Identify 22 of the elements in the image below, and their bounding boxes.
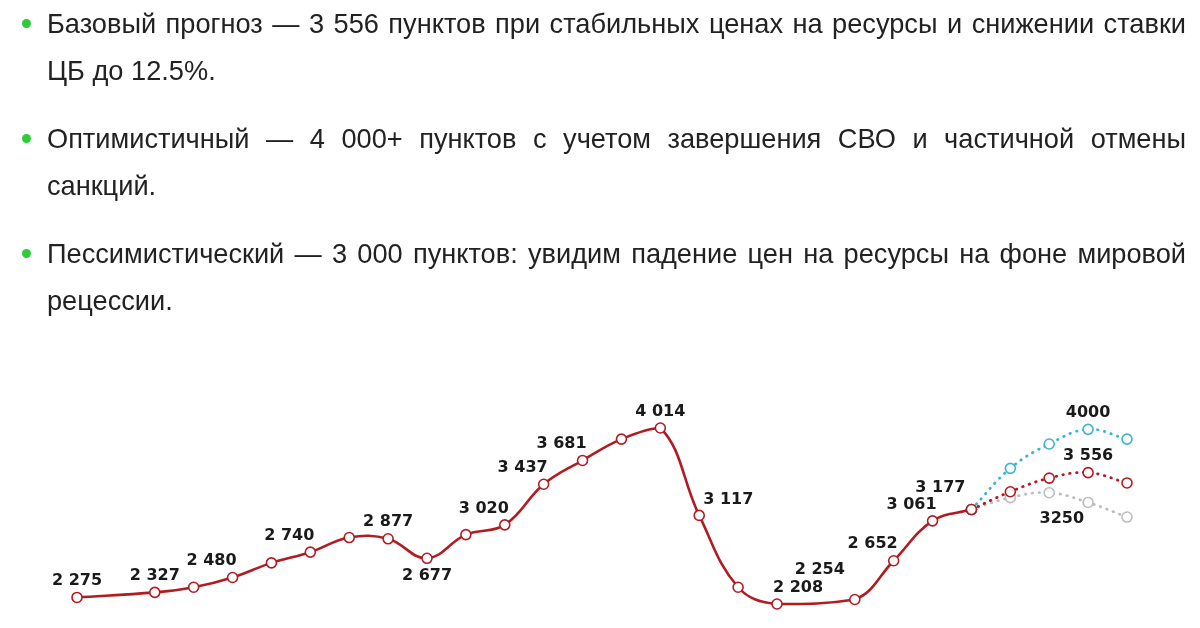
data-label: 2 877	[363, 511, 414, 531]
data-label: 3 020	[458, 497, 509, 517]
data-label: 3250	[1039, 508, 1085, 528]
text: Оптимистичный — 4 000+ пунктов с учетом завершения СВО и частичной отмены санкций.	[47, 123, 1186, 201]
text: Пессимистический — 3 000 пунктов: увидим падение цен на ресурсы на фоне мировой рецессии.	[47, 238, 1186, 316]
data-label: 2 208	[773, 576, 824, 596]
data-label: 3 117	[703, 489, 754, 509]
data-label: 3 681	[536, 433, 587, 453]
data-label: 4 014	[635, 400, 686, 420]
data-label: 3 437	[497, 456, 548, 476]
data-label: 2 480	[186, 550, 237, 570]
data-label: 2 254	[794, 558, 845, 578]
text: Базовый прогноз — 3 556 пунктов при стабильных ценах на ресурсы и снижении ставки ЦБ до 12.5%.	[47, 8, 1186, 86]
data-label: 2 275	[51, 570, 103, 590]
data-label: 3 177	[915, 476, 966, 496]
data-label: 4000	[1065, 402, 1111, 422]
data-label: 2 740	[264, 524, 315, 544]
data-label: 3 061	[886, 493, 937, 513]
data-label: 3 556	[1063, 445, 1114, 465]
data-label: 2 677	[401, 564, 453, 584]
data-label: 2 652	[847, 533, 898, 553]
data-label: 2 327	[129, 565, 180, 585]
